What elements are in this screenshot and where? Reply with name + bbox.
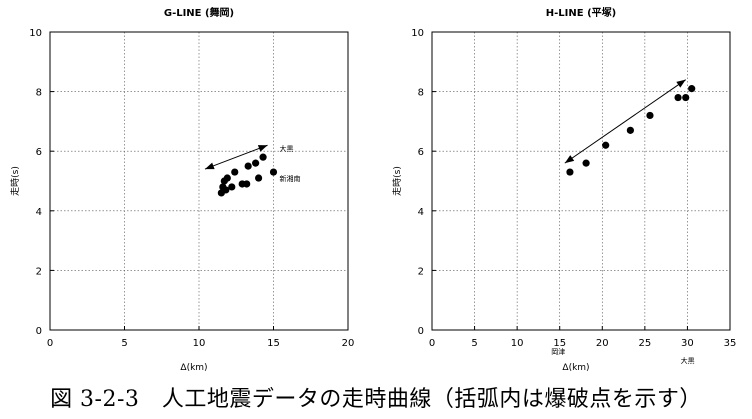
x-tick-label: 0 bbox=[429, 338, 435, 349]
data-point bbox=[582, 159, 590, 167]
data-point bbox=[602, 141, 610, 149]
y-tick-label: 8 bbox=[36, 88, 42, 99]
x-tick-label: 30 bbox=[681, 338, 694, 349]
data-point bbox=[255, 174, 263, 182]
data-point bbox=[646, 111, 654, 120]
y-tick-label: 6 bbox=[36, 147, 42, 158]
plot-frame bbox=[431, 31, 731, 331]
data-point bbox=[223, 174, 231, 182]
data-point bbox=[269, 168, 278, 176]
data-point bbox=[244, 162, 252, 170]
chart-title: G-LINE (舞岡) bbox=[164, 6, 234, 19]
y-tick-label: 10 bbox=[29, 28, 42, 39]
y-tick-label: 4 bbox=[36, 207, 42, 218]
data-point bbox=[688, 85, 696, 93]
x-tick-label: 10 bbox=[193, 338, 206, 349]
point-annotation: 新湘南 bbox=[279, 174, 300, 183]
arrowhead-start bbox=[564, 155, 575, 164]
chart-h-line: 0 5 10 15 20 25 30 35 0 2 4 6 8 10 H-LINE (平塚) Δ(km) 走時(… bbox=[392, 6, 736, 373]
y-tick-label: 2 bbox=[418, 266, 424, 277]
point-annotation: 大黒 bbox=[681, 356, 695, 365]
x-tick-label: 20 bbox=[342, 338, 355, 349]
x-tick-label: 10 bbox=[511, 338, 524, 349]
y-axis-label: 走時(s) bbox=[10, 166, 21, 196]
x-axis-label: Δ(km) bbox=[562, 363, 589, 373]
x-tick-label: 5 bbox=[471, 338, 477, 349]
y-tick-label: 6 bbox=[418, 147, 424, 158]
arrowhead-end bbox=[676, 79, 686, 88]
data-point bbox=[243, 180, 251, 188]
trend-arrow-line bbox=[204, 144, 268, 170]
data-point bbox=[259, 153, 267, 161]
x-tick-label: 15 bbox=[267, 338, 280, 349]
data-point bbox=[566, 168, 574, 176]
x-tick-label: 20 bbox=[596, 338, 609, 349]
trend-arrow-line bbox=[564, 79, 687, 164]
point-annotation: 大黒 bbox=[279, 144, 293, 153]
figure-caption: 図 3-2-3 人工地震データの走時曲線（括弧内は爆破点を示す） bbox=[50, 387, 702, 412]
x-tick-label: 15 bbox=[553, 338, 566, 349]
data-point bbox=[252, 159, 260, 167]
point-annotation: 岡津 bbox=[551, 348, 565, 356]
x-tick-label: 0 bbox=[47, 338, 53, 349]
y-axis-label: 走時(s) bbox=[392, 166, 403, 196]
y-tick-label: 0 bbox=[36, 326, 42, 337]
y-tick-label: 8 bbox=[418, 88, 424, 99]
y-tick-label: 2 bbox=[36, 266, 42, 277]
chart-g-line: 0 5 10 15 20 0 2 4 6 8 10 G-LINE (舞岡) Δ(km) 走時(s) 大黒新湘… bbox=[10, 6, 354, 373]
x-tick-label: 5 bbox=[121, 338, 127, 349]
chart-title: H-LINE (平塚) bbox=[546, 6, 616, 19]
data-point bbox=[626, 126, 634, 134]
y-tick-label: 10 bbox=[411, 28, 424, 39]
arrowhead-end bbox=[257, 145, 268, 152]
x-axis-label: Δ(km) bbox=[180, 363, 207, 373]
data-point bbox=[674, 93, 682, 102]
x-tick-label: 35 bbox=[724, 338, 737, 349]
x-tick-label: 25 bbox=[638, 338, 651, 349]
data-point bbox=[228, 183, 236, 191]
y-tick-label: 4 bbox=[418, 207, 424, 218]
y-tick-label: 0 bbox=[418, 326, 424, 337]
arrowhead-start bbox=[204, 162, 215, 170]
data-point bbox=[222, 186, 230, 194]
data-point bbox=[231, 168, 239, 176]
data-point bbox=[682, 93, 690, 102]
